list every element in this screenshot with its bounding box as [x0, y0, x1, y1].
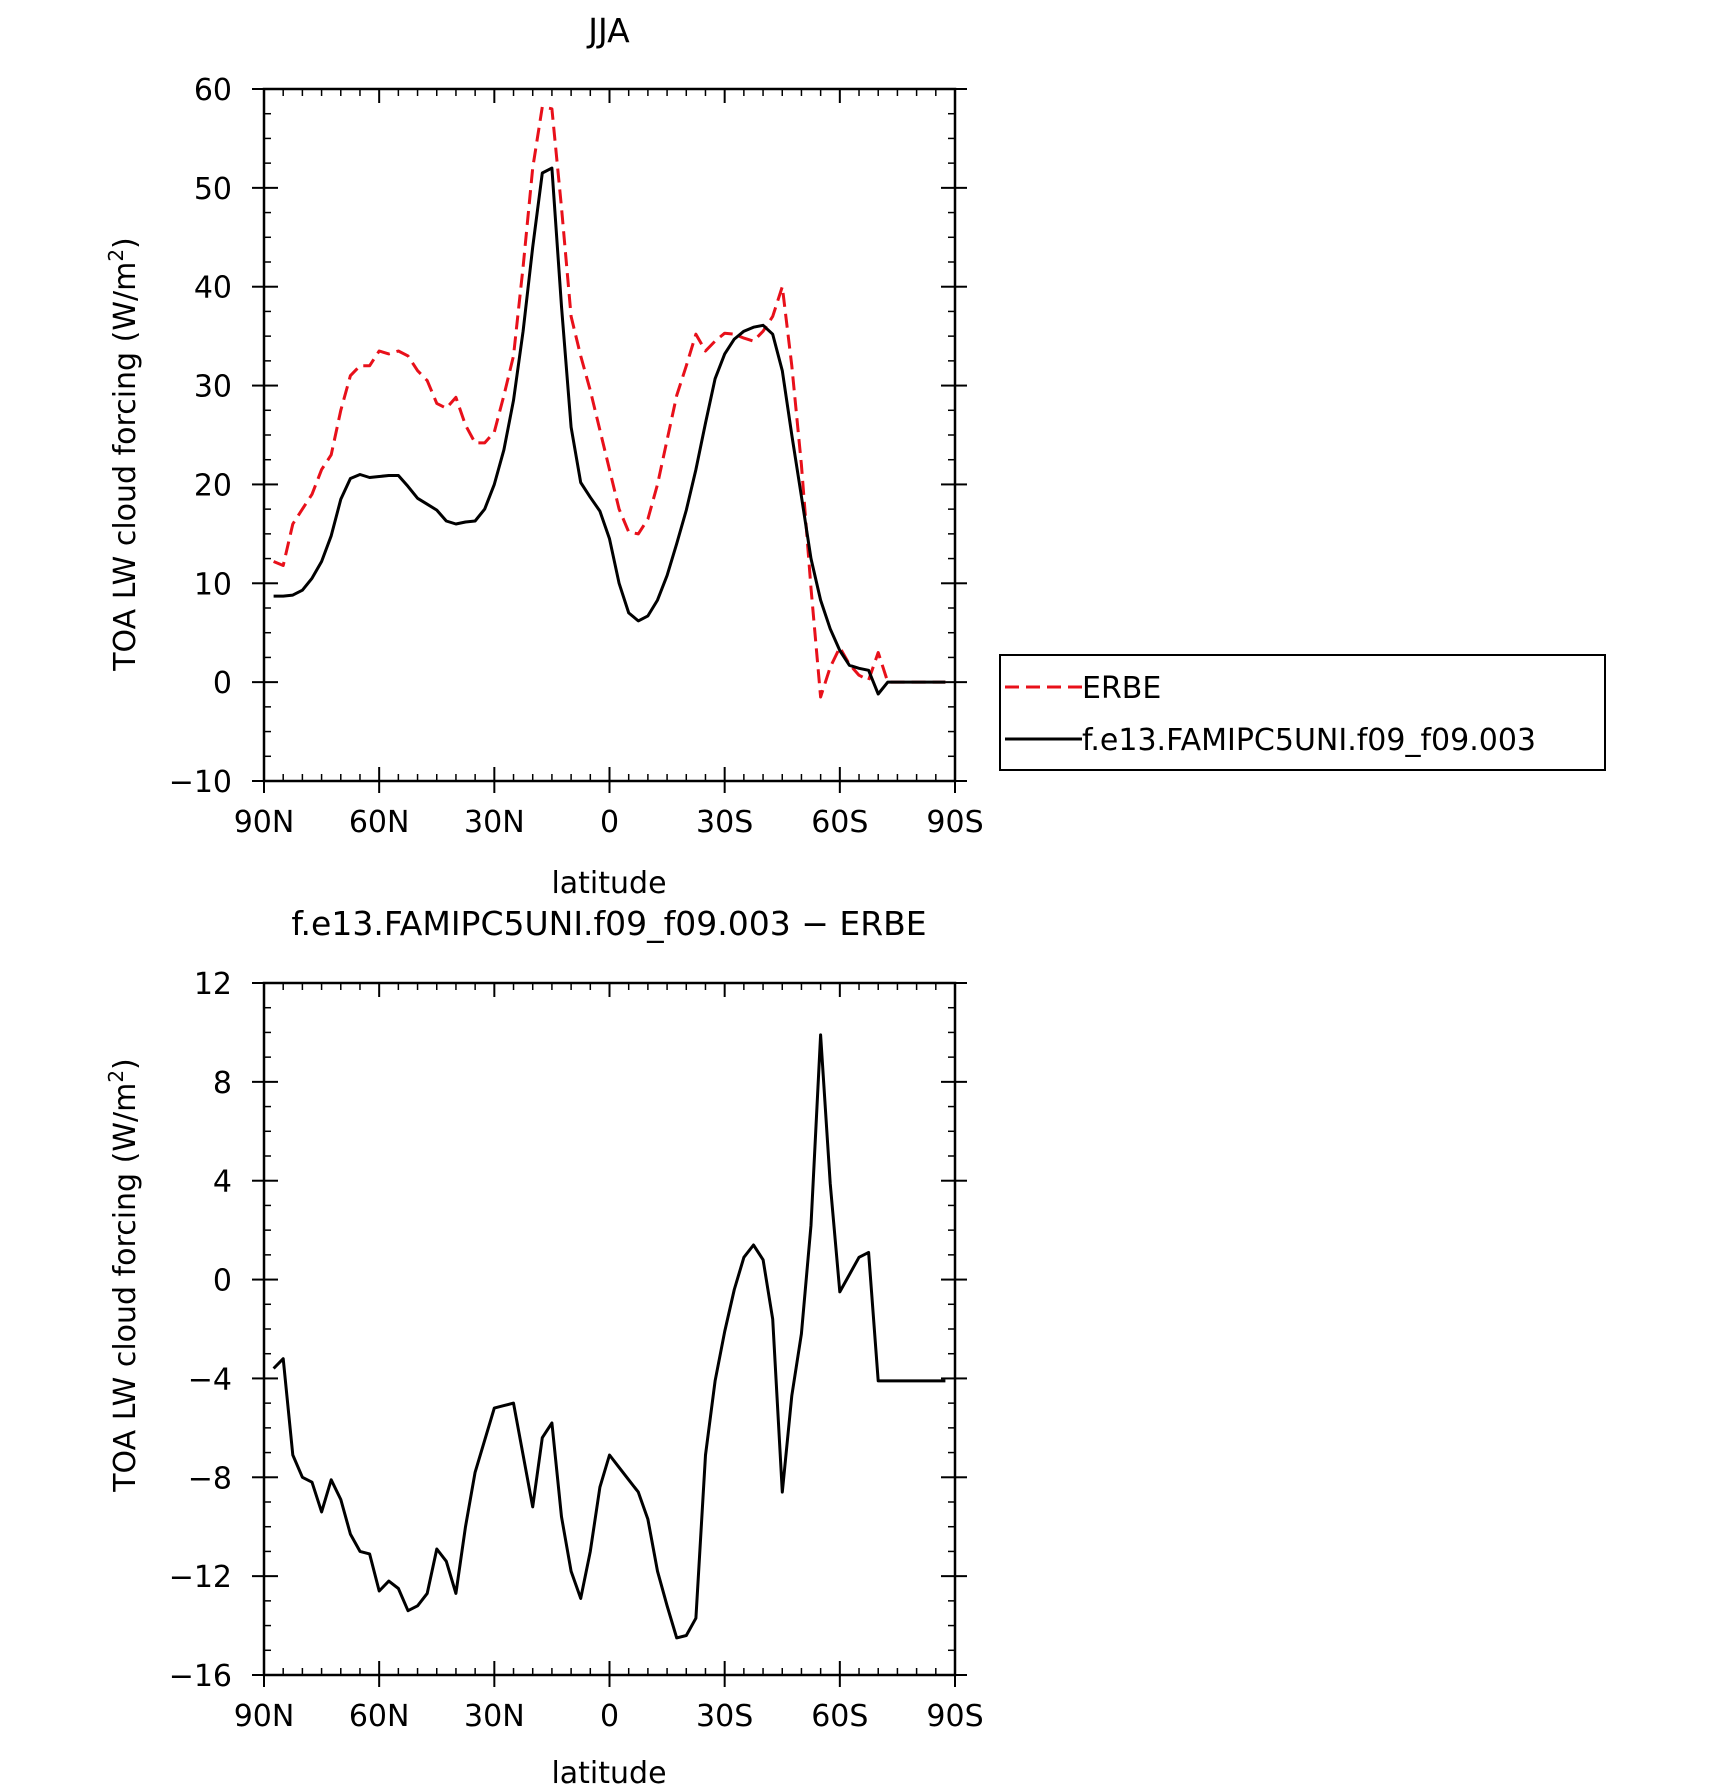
- y-tick-label: −16: [169, 1659, 232, 1694]
- y-tick-label: 30: [194, 370, 232, 405]
- chart-panel-difference: f.e13.FAMIPC5UNI.f09_f09.003 − ERBE 90N 6…: [104, 904, 984, 1789]
- difference-series-line: [272, 1033, 946, 1640]
- y-tick-label: 12: [194, 967, 232, 1002]
- y-tick-label: 10: [194, 567, 232, 602]
- y-tick-label: 0: [213, 1264, 232, 1299]
- x-tick-label: 60N: [349, 1699, 410, 1734]
- legend-label-model: f.e13.FAMIPC5UNI.f09_f09.003: [1082, 723, 1536, 758]
- tick-labels: 90N 60N 30N 0 30S 60S 90S −16 −12 −8 −4 0 4 8 12: [169, 967, 984, 1734]
- x-tick-label: 90S: [926, 1699, 983, 1734]
- y-tick-label: 40: [194, 271, 232, 306]
- y-tick-label: 60: [194, 73, 232, 108]
- x-tick-label: 90S: [926, 805, 983, 840]
- x-tick-label: 30N: [464, 805, 525, 840]
- f-e13-famipc5uni-f09-f09-003-series-line: [273, 166, 946, 696]
- x-tick-label: 90N: [234, 1699, 295, 1734]
- x-tick-label: 60S: [811, 1699, 868, 1734]
- tick-labels: 90N 60N 30N 0 30S 60S 90S −10 0 10 20 30 40 50 60: [169, 73, 984, 840]
- x-tick-label: 30N: [464, 1699, 525, 1734]
- y-tick-label: 8: [213, 1066, 232, 1101]
- x-tick-label: 90N: [234, 805, 295, 840]
- erbe-series-line: [273, 105, 946, 699]
- x-tick-label: 30S: [696, 1699, 753, 1734]
- y-tick-label: 4: [213, 1165, 232, 1200]
- legend-box: [999, 654, 1606, 771]
- x-tick-label: 0: [600, 1699, 619, 1734]
- y-tick-label: 0: [213, 666, 232, 701]
- axes-frame: [252, 981, 967, 1687]
- x-tick-label: 60N: [349, 805, 410, 840]
- y-tick-label: 50: [194, 172, 232, 207]
- series-layer: [272, 1033, 946, 1640]
- chart-panel-jja: JJA 90N 60N 30N 0 30S 60S 90S−100102030405060 …: [104, 11, 1606, 901]
- y-tick-label: −4: [188, 1362, 232, 1397]
- x-tick-label: 60S: [811, 805, 868, 840]
- y-tick-label: −8: [188, 1461, 232, 1496]
- series-layer: [273, 105, 946, 699]
- y-axis-title: TOA LW cloud forcing (W/m2): [104, 1058, 143, 1493]
- legend: ERBE f.e13.FAMIPC5UNI.f09_f09.003: [999, 654, 1606, 771]
- y-tick-label: 20: [194, 468, 232, 503]
- axes-frame: [252, 87, 967, 793]
- y-tick-label: −12: [169, 1560, 232, 1595]
- x-tick-label: 30S: [696, 805, 753, 840]
- x-axis-title: latitude: [551, 1756, 666, 1789]
- chart-title: JJA: [586, 11, 630, 50]
- y-tick-label: −10: [169, 765, 232, 800]
- x-tick-label: 0: [600, 805, 619, 840]
- y-axis-title: TOA LW cloud forcing (W/m2): [104, 237, 143, 672]
- x-axis-title: latitude: [551, 866, 666, 901]
- chart-title: f.e13.FAMIPC5UNI.f09_f09.003 − ERBE: [291, 904, 926, 943]
- legend-label-erbe: ERBE: [1082, 671, 1161, 706]
